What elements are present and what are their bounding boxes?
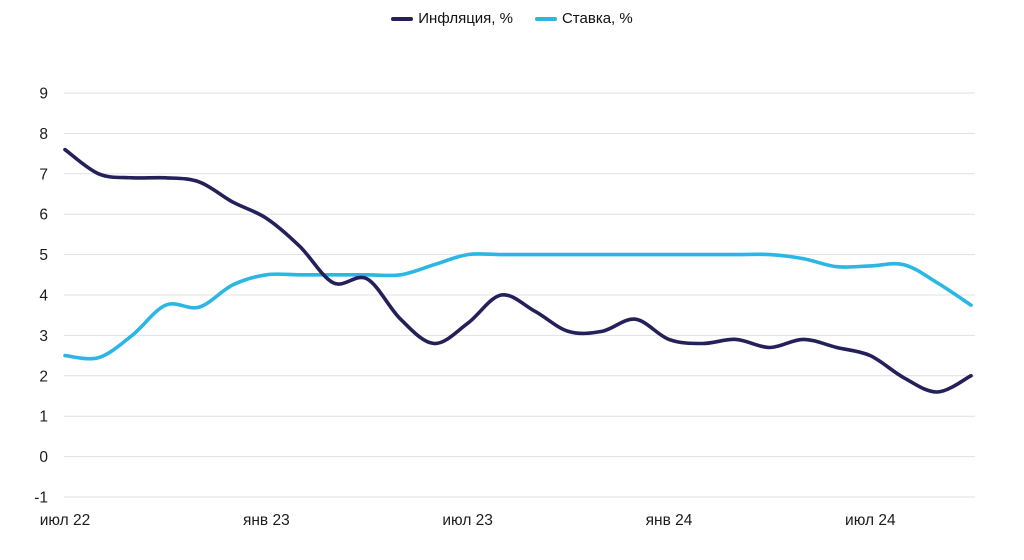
x-tick-label: июл 23 — [442, 512, 493, 529]
legend-label-inflation: Инфляция, % — [418, 10, 513, 27]
legend-item-inflation: Инфляция, % — [391, 10, 513, 28]
legend-item-rate: Ставка, % — [534, 10, 633, 28]
inflation-series-line — [63, 147, 973, 394]
inflation-line-swatch-icon — [391, 17, 414, 21]
rate-line-swatch-icon — [534, 17, 557, 21]
y-tick-label: 5 — [39, 247, 48, 264]
x-tick-label: июл 22 — [40, 512, 91, 529]
y-tick-label: 2 — [39, 368, 48, 385]
y-axis-labels: 9 8 7 6 5 4 3 2 1 0 -1 — [34, 86, 48, 507]
x-tick-label: янв 24 — [646, 512, 693, 529]
x-axis-labels: июл 22 янв 23 июл 23 янв 24 июл 24 — [40, 512, 896, 529]
y-tick-label: 1 — [39, 409, 48, 426]
y-tick-label: 9 — [39, 86, 48, 103]
y-tick-label: 8 — [39, 126, 48, 143]
y-tick-label: 4 — [39, 288, 48, 305]
legend-label-rate: Ставка, % — [561, 10, 633, 27]
y-tick-label: -1 — [34, 490, 48, 507]
rate-series-line — [63, 252, 973, 361]
y-tick-label: 0 — [39, 449, 48, 466]
gridlines — [64, 92, 975, 498]
x-tick-label: июл 24 — [845, 512, 896, 529]
y-tick-label: 7 — [39, 166, 48, 183]
y-tick-label: 3 — [39, 328, 48, 345]
y-tick-label: 6 — [39, 207, 48, 224]
chart-legend: Инфляция, % Ставка, % — [0, 10, 1024, 28]
x-tick-label: янв 23 — [243, 512, 290, 529]
